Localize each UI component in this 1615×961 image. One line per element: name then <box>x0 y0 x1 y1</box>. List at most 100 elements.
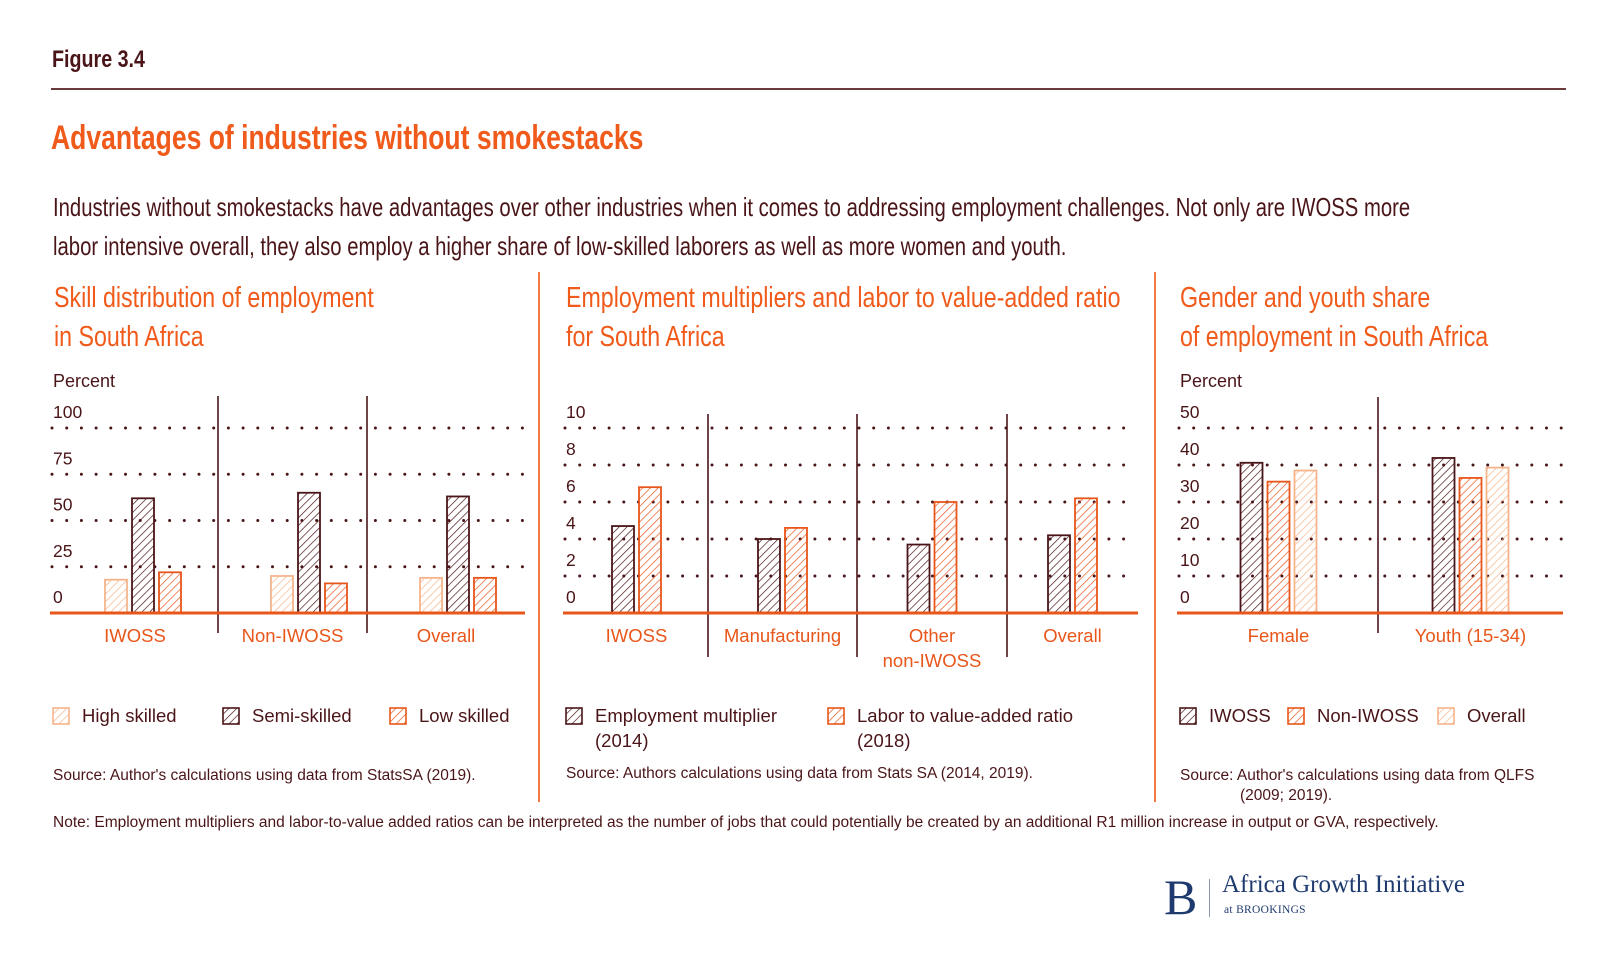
legend-label: Semi-skilled <box>252 705 352 726</box>
bar-labor-to-value-added-ratio-2018--iwoss <box>638 486 662 614</box>
legend-swatch-dark <box>222 707 240 725</box>
legend-label-line: (2014) <box>595 730 649 751</box>
brookings-logo-initial: B <box>1164 869 1198 925</box>
bar-low-skilled-overall <box>473 576 497 614</box>
y-tick-label: 10 <box>566 402 586 422</box>
source-line: (2009; 2019). <box>1240 787 1333 804</box>
chart-title-line: Employment multipliers and labor to valu… <box>566 282 1121 314</box>
x-category-label: Manufacturing <box>724 625 841 646</box>
y-tick-label: 75 <box>53 448 72 468</box>
chart-title-line: Gender and youth share <box>1180 282 1431 314</box>
chart-3-source: Source: Author's calculations using data… <box>1180 766 1534 806</box>
y-tick-label: 8 <box>566 439 576 459</box>
y-tick-label: 20 <box>1180 513 1200 533</box>
description-line: labor intensive overall, they also emplo… <box>53 231 1067 261</box>
legend-swatch-light <box>1437 707 1455 725</box>
legend-item-employment-multiplier: Employment multiplier (2014) <box>565 703 777 753</box>
chart-3-plot: 0 10 20 30 40 50 Female Youth (15-34) <box>1177 397 1565 646</box>
legend-label-line: Employment multiplier <box>595 705 777 726</box>
y-tick-label: 10 <box>1180 550 1200 570</box>
x-category-label: Overall <box>417 625 476 646</box>
chart-title-line: in South Africa <box>54 321 204 353</box>
bar-high-skilled-iwoss <box>104 578 128 614</box>
legend-item-overall: Overall <box>1437 703 1526 728</box>
bar-non-iwoss-female <box>1266 480 1291 614</box>
panel-divider <box>538 272 540 802</box>
logo-divider <box>1209 879 1210 917</box>
legend-label: Non-IWOSS <box>1317 705 1419 726</box>
legend-item-high-skilled: High skilled <box>52 703 177 728</box>
figure-description: Industries without smokestacks have adva… <box>53 188 1488 266</box>
y-tick-label: 30 <box>1180 476 1200 496</box>
chart-2-plot: 0 2 4 6 8 10 IWOSS Manufacturing Other non-IWOSS O… <box>563 402 1140 671</box>
chart-3-ylabel: Percent <box>1180 371 1243 391</box>
legend-label-line: Labor to value-added ratio <box>857 705 1073 726</box>
x-category-label: IWOSS <box>606 625 668 646</box>
bar-low-skilled-iwoss <box>158 571 182 614</box>
chart-1-plot: 0 25 50 75 100 IWOSS Non-IWOSS Overall <box>50 396 527 646</box>
legend-item-iwoss: IWOSS <box>1179 703 1271 728</box>
y-tick-label: 0 <box>1180 587 1190 607</box>
source-line: Source: Author's calculations using data… <box>1180 767 1535 784</box>
x-category-label: Female <box>1248 625 1310 646</box>
legend-swatch-orange <box>389 707 407 725</box>
legend-swatch-dark <box>1179 707 1197 725</box>
bar-iwoss-youth-15-34- <box>1431 457 1456 614</box>
bar-semi-skilled-overall <box>446 495 470 614</box>
chart-title-line: for South Africa <box>566 321 725 353</box>
header-divider <box>51 88 1566 90</box>
logo-name: Africa Growth Initiative <box>1222 871 1465 898</box>
chart-title-line: of employment in South Africa <box>1180 321 1489 353</box>
legend-swatch-dark <box>565 707 583 725</box>
legend-swatch-orange <box>1287 707 1305 725</box>
legend-label: Labor to value-added ratio (2018) <box>857 703 1073 753</box>
legend-swatch-orange <box>827 707 845 725</box>
x-category-label: Youth (15-34) <box>1415 625 1526 646</box>
bar-semi-skilled-iwoss <box>131 497 155 614</box>
chart-3-title: Gender and youth share of employment in … <box>1180 279 1488 357</box>
y-tick-label: 100 <box>53 402 82 422</box>
bar-low-skilled-non-iwoss <box>324 582 348 614</box>
y-tick-label: 2 <box>566 550 576 570</box>
y-tick-label: 0 <box>566 587 576 607</box>
x-category-label: Non-IWOSS <box>242 625 344 646</box>
legend-label: Overall <box>1467 705 1526 726</box>
bar-iwoss-female <box>1239 461 1264 614</box>
y-tick-label: 4 <box>566 513 576 533</box>
bar-semi-skilled-non-iwoss <box>297 491 321 614</box>
legend-item-semi-skilled: Semi-skilled <box>222 703 352 728</box>
legend-item-low-skilled: Low skilled <box>389 703 510 728</box>
x-category-label: non-IWOSS <box>883 650 982 671</box>
y-tick-label: 40 <box>1180 439 1200 459</box>
legend-swatch-light <box>52 707 70 725</box>
chart-1-title: Skill distribution of employment in Sout… <box>54 279 374 357</box>
chart-2-source: Source: Authors calculations using data … <box>566 765 1033 782</box>
figure-label: Figure 3.4 <box>52 46 145 73</box>
bar-employment-multiplier-2014--overall <box>1047 534 1071 614</box>
description-line: Industries without smokestacks have adva… <box>53 192 1411 222</box>
bar-non-iwoss-youth-15-34- <box>1458 477 1483 614</box>
y-tick-label: 0 <box>53 587 63 607</box>
chart-1-source: Source: Author's calculations using data… <box>53 767 476 784</box>
x-category-label: Overall <box>1043 625 1102 646</box>
bar-labor-to-value-added-ratio-2018--other-non-iwoss <box>933 501 958 614</box>
chart-1-ylabel: Percent <box>53 371 116 391</box>
legend-item-labor-ratio: Labor to value-added ratio (2018) <box>827 703 1073 753</box>
legend-label: IWOSS <box>1209 705 1271 726</box>
chart-title-line: Skill distribution of employment <box>54 282 374 314</box>
legend-item-non-iwoss: Non-IWOSS <box>1287 703 1419 728</box>
legend-label: Low skilled <box>419 705 510 726</box>
logo-subtitle: at BROOKINGS <box>1224 904 1306 916</box>
bar-employment-multiplier-2014--other-non-iwoss <box>906 543 931 614</box>
y-tick-label: 50 <box>53 495 73 515</box>
bar-overall-youth-15-34- <box>1485 466 1510 614</box>
chart-2-title: Employment multipliers and labor to valu… <box>566 279 1121 357</box>
legend-label: High skilled <box>82 705 177 726</box>
figure-note: Note: Employment multipliers and labor-t… <box>53 814 1439 831</box>
bar-high-skilled-non-iwoss <box>270 575 294 614</box>
bar-overall-female <box>1293 469 1318 614</box>
legend-label: Employment multiplier (2014) <box>595 703 777 753</box>
x-category-label: IWOSS <box>104 625 166 646</box>
bar-labor-to-value-added-ratio-2018--manufacturing <box>784 526 808 614</box>
bar-high-skilled-overall <box>419 576 443 614</box>
